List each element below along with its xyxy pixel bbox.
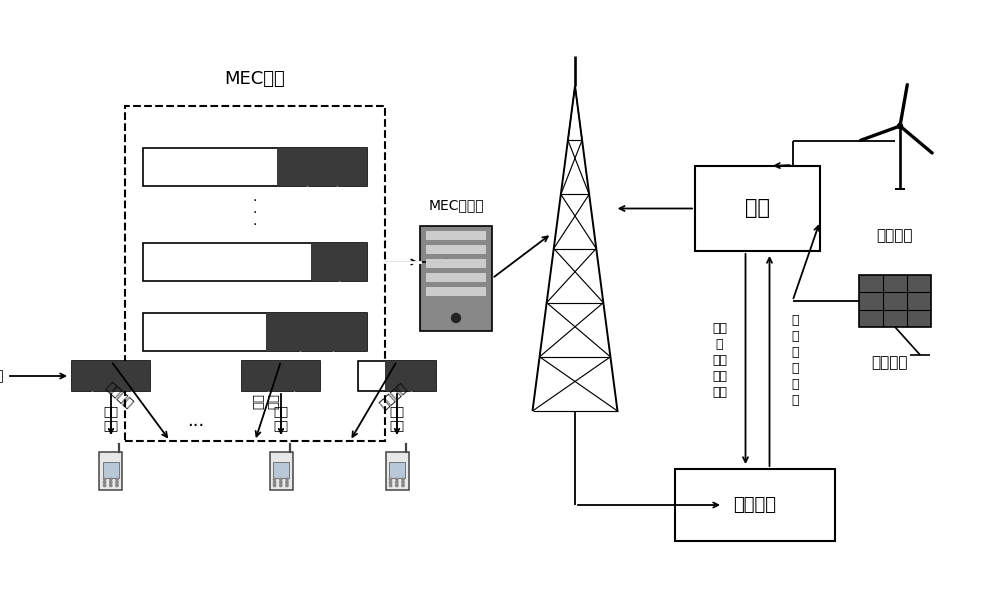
Bar xyxy=(386,452,409,490)
Bar xyxy=(266,313,300,351)
Circle shape xyxy=(273,481,276,483)
Bar xyxy=(426,273,486,282)
Circle shape xyxy=(396,478,398,480)
Text: 通信
及
控制
能源
交易: 通信 及 控制 能源 交易 xyxy=(712,321,727,399)
Circle shape xyxy=(396,484,398,487)
Bar xyxy=(268,361,294,391)
Text: 任务到达: 任务到达 xyxy=(0,369,4,383)
Bar xyxy=(300,313,333,351)
Circle shape xyxy=(897,123,903,129)
Circle shape xyxy=(116,484,118,487)
Bar xyxy=(420,226,492,331)
Bar xyxy=(294,361,320,391)
Bar xyxy=(426,259,486,268)
Text: 智能电网: 智能电网 xyxy=(734,496,776,514)
Bar xyxy=(92,361,111,391)
Bar xyxy=(859,275,931,327)
Text: MEC队列: MEC队列 xyxy=(225,70,285,88)
Text: ···: ··· xyxy=(187,417,205,435)
Bar xyxy=(411,361,436,391)
Bar xyxy=(125,106,385,441)
Circle shape xyxy=(286,481,288,483)
Bar xyxy=(695,166,820,251)
Text: 本地
计算: 本地 计算 xyxy=(104,405,118,433)
Bar xyxy=(143,243,367,281)
Text: 电池: 电池 xyxy=(745,198,770,219)
Circle shape xyxy=(280,484,282,487)
Circle shape xyxy=(103,484,106,487)
Circle shape xyxy=(110,481,112,483)
Text: 双
向
能
源
传
输: 双 向 能 源 传 输 xyxy=(792,313,799,406)
Circle shape xyxy=(110,478,112,480)
Text: 任务卸载: 任务卸载 xyxy=(102,380,135,411)
Circle shape xyxy=(116,478,118,480)
Text: 风力发电: 风力发电 xyxy=(877,228,913,244)
Bar xyxy=(72,361,92,391)
Text: 任务
卸载: 任务 卸载 xyxy=(252,393,280,409)
Text: 本地
计算: 本地 计算 xyxy=(274,405,288,433)
Bar xyxy=(311,243,339,281)
Circle shape xyxy=(286,478,288,480)
Bar xyxy=(111,361,130,391)
Bar xyxy=(270,452,292,490)
Circle shape xyxy=(273,484,276,487)
Circle shape xyxy=(452,313,461,322)
Text: 本地
计算: 本地 计算 xyxy=(390,405,404,433)
Bar xyxy=(339,243,367,281)
Bar xyxy=(426,245,486,254)
Bar xyxy=(389,462,405,478)
Bar xyxy=(385,361,411,391)
Circle shape xyxy=(402,478,404,480)
Circle shape xyxy=(110,484,112,487)
Bar xyxy=(143,313,367,351)
Circle shape xyxy=(280,481,282,483)
Circle shape xyxy=(402,484,404,487)
Text: ·
·
·: · · · xyxy=(253,194,257,232)
Text: 太阳能板: 太阳能板 xyxy=(872,355,908,371)
Text: MEC服务器: MEC服务器 xyxy=(428,198,484,212)
Bar xyxy=(675,469,835,541)
Circle shape xyxy=(103,481,106,483)
Bar xyxy=(333,313,367,351)
Bar xyxy=(103,462,119,478)
Bar xyxy=(307,148,337,186)
Bar xyxy=(130,361,150,391)
Circle shape xyxy=(402,481,404,483)
Circle shape xyxy=(396,481,398,483)
Text: 任务卸载: 任务卸载 xyxy=(377,380,410,411)
Bar xyxy=(72,361,150,391)
Circle shape xyxy=(286,484,288,487)
Bar xyxy=(143,148,367,186)
Circle shape xyxy=(116,481,118,483)
Circle shape xyxy=(273,478,276,480)
Circle shape xyxy=(389,478,392,480)
Bar xyxy=(426,287,486,296)
Bar xyxy=(277,148,307,186)
Bar xyxy=(426,231,486,240)
Circle shape xyxy=(389,481,392,483)
Bar xyxy=(358,361,436,391)
Bar xyxy=(242,361,320,391)
Circle shape xyxy=(280,478,282,480)
Circle shape xyxy=(389,484,392,487)
Bar xyxy=(242,361,268,391)
Bar xyxy=(273,462,289,478)
Circle shape xyxy=(103,478,106,480)
Bar xyxy=(337,148,367,186)
Bar xyxy=(99,452,122,490)
